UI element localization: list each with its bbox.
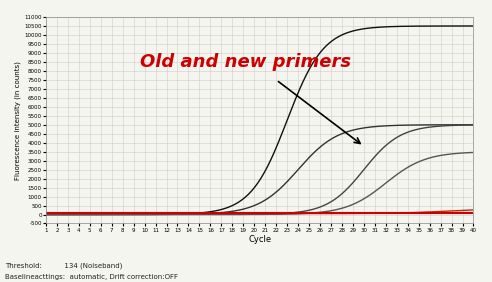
X-axis label: Cycle: Cycle (248, 235, 271, 244)
Text: Baselineacttings:  automatic, Drift correction:OFF: Baselineacttings: automatic, Drift corre… (5, 274, 178, 280)
Text: Old and new primers: Old and new primers (140, 53, 351, 71)
Y-axis label: Fluorescence intensity (in counts): Fluorescence intensity (in counts) (15, 61, 22, 180)
Text: Threshold:          134 (Noiseband): Threshold: 134 (Noiseband) (5, 263, 123, 269)
